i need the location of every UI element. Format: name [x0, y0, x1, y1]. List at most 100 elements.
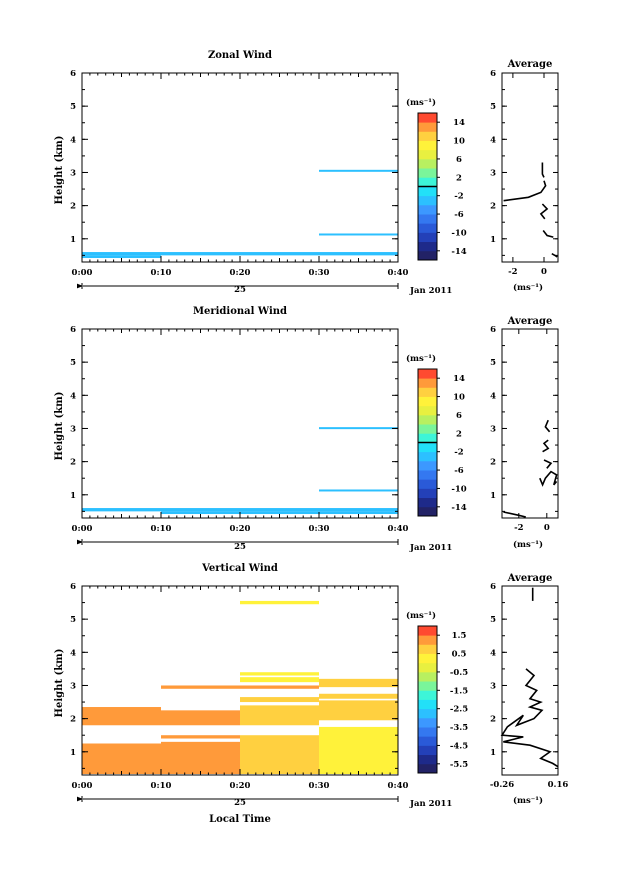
colorbar-segment: [418, 727, 437, 737]
colorbar-tick-label: 2: [456, 429, 462, 439]
colorbar-unit-zonal: (ms⁻¹): [406, 97, 436, 108]
colorbar-tick-label: 2: [456, 173, 462, 183]
colorbar-segment: [418, 414, 437, 425]
colorbar-tick-label: -1.5: [450, 686, 468, 696]
average-profile-line: [541, 162, 545, 178]
colorbar-segment: [418, 470, 437, 480]
colorbar-segment: [418, 671, 437, 682]
colorbar-segment: [418, 122, 437, 132]
heatmap-cell: [240, 685, 319, 689]
colorbar-segment: [418, 177, 437, 187]
colorbar-segment: [418, 369, 437, 379]
average-title-meridional: Average: [507, 316, 553, 327]
colorbar-segment: [418, 708, 437, 719]
x-tick-label: 0:10: [151, 524, 172, 534]
x-tick-label: 0:40: [388, 524, 409, 534]
y-tick-label: 1: [70, 491, 76, 501]
average-x-tick-label: -0.26: [490, 780, 514, 790]
heatmap-cell: [161, 511, 398, 515]
colorbar-segment: [418, 396, 437, 407]
colorbar-tick-label: 10: [453, 137, 465, 147]
x-tick-label: 0:20: [230, 781, 251, 791]
x-tick-label: 0:30: [309, 524, 330, 534]
colorbar-tick-label: 6: [456, 155, 462, 165]
colorbar-tick-label: -2.5: [450, 705, 468, 715]
colorbar-tick-label: 1.5: [452, 631, 467, 641]
average-xlabel-vertical: (ms⁻¹): [513, 795, 543, 806]
average-y-tick-label: 2: [490, 458, 496, 468]
heatmap-cell: [319, 169, 398, 172]
y-tick-label: 1: [70, 748, 76, 758]
colorbar-segment: [418, 214, 437, 224]
heatmap-cell: [82, 252, 398, 256]
colorbar-tick-label: 0.5: [452, 650, 467, 660]
colorbar-segment: [418, 113, 437, 123]
x-tick-label: 0:10: [151, 268, 172, 278]
colorbar-segment: [418, 690, 437, 700]
x-axis-label-local-time: Local Time: [209, 814, 271, 825]
average-y-tick-label: 3: [490, 168, 496, 178]
colorbar-tick-label: -6: [454, 466, 464, 476]
colorbar-tick-label: -2: [454, 448, 464, 458]
average-frame: [501, 72, 559, 263]
colorbar-segment: [418, 195, 437, 206]
colorbar-tick-label: -14: [451, 247, 466, 257]
heatmap-cell: [319, 233, 398, 236]
colorbar-segment: [418, 131, 437, 141]
x-tick-label: 0:00: [72, 268, 93, 278]
average-x-tick-label: 0.16: [548, 780, 569, 790]
heatmap-cell: [240, 743, 319, 775]
heatmap-cell: [82, 508, 398, 512]
colorbar-segment: [418, 754, 437, 765]
colorbar-segment: [418, 387, 437, 397]
y-tick-label: 3: [70, 168, 76, 178]
average-profile-line: [503, 180, 547, 202]
average-profile-line: [500, 668, 559, 768]
x-tick-label: 0:40: [388, 781, 409, 791]
colorbar-segment: [418, 442, 437, 453]
heatmap-cell: [240, 600, 319, 605]
average-y-tick-label: 6: [490, 325, 496, 335]
y-tick-label: 4: [70, 135, 76, 145]
colorbar-segment: [418, 250, 437, 261]
colorbar-segment: [418, 460, 437, 471]
y-axis-label-zonal: Height (km): [54, 136, 65, 205]
colorbar-segment: [418, 497, 437, 508]
average-y-tick-label: 4: [490, 135, 496, 145]
heatmap-cell: [240, 705, 319, 726]
heatmap-cell: [319, 700, 398, 721]
colorbar-tick-label: -10: [451, 484, 466, 494]
x-tick-label: 0:10: [151, 781, 172, 791]
average-xlabel-zonal: (ms⁻¹): [513, 282, 543, 293]
y-tick-label: 6: [70, 325, 76, 335]
panel-title-meridional: Meridional Wind: [193, 306, 287, 317]
heatmap-cell: [161, 685, 240, 689]
colorbar-tick-label: -2: [454, 192, 464, 202]
colorbar-segment: [418, 186, 437, 197]
colorbar-segment: [418, 140, 437, 151]
colorbar-segment: [418, 479, 437, 489]
y-tick-label: 5: [70, 358, 76, 368]
colorbar-tick-label: -14: [451, 503, 466, 513]
average-y-tick-label: 5: [490, 615, 496, 625]
colorbar-segment: [418, 168, 437, 178]
heatmap-cell: [82, 255, 161, 259]
y-axis-label-meridional: Height (km): [54, 392, 65, 461]
colorbar-segment: [418, 644, 437, 654]
colorbar-tick-label: -6: [454, 210, 464, 220]
colorbar-segment: [418, 424, 437, 434]
y-tick-label: 3: [70, 681, 76, 691]
average-profile-line: [539, 470, 558, 487]
heatmap-cell: [240, 677, 319, 683]
y-tick-label: 3: [70, 424, 76, 434]
y-tick-label: 1: [70, 235, 76, 245]
colorbar-tick-label: 6: [456, 411, 462, 421]
y-tick-label: 2: [70, 458, 76, 468]
colorbar-tick-label: -3.5: [450, 723, 468, 733]
average-profile-line: [544, 419, 551, 433]
colorbar-segment: [418, 158, 437, 169]
average-y-tick-label: 6: [490, 69, 496, 79]
average-profile-line: [542, 230, 554, 238]
